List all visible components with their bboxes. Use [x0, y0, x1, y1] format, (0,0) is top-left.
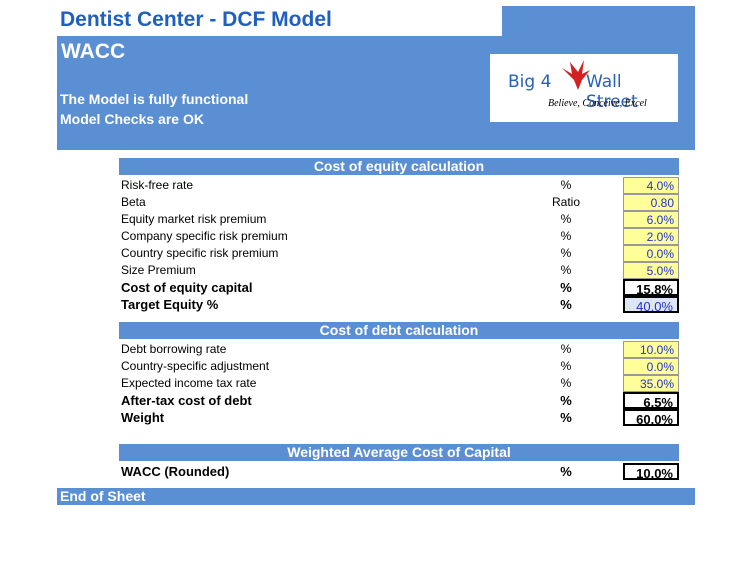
target-equity-input[interactable]: 40.0% — [623, 296, 679, 314]
row-label: WACC (Rounded) — [121, 464, 230, 479]
company-risk-premium-input[interactable]: 2.0% — [623, 228, 679, 245]
equity-market-risk-premium-input[interactable]: 6.0% — [623, 211, 679, 228]
debt-weight-value[interactable]: 60.0% — [623, 409, 679, 427]
after-tax-cost-of-debt-value[interactable]: 6.5% — [623, 392, 679, 410]
row-unit: % — [560, 359, 572, 373]
row-label: Risk-free rate — [121, 178, 194, 192]
logo-text-right: Wall Street — [586, 72, 638, 112]
row-label: Weight — [121, 410, 165, 425]
logo: Big 4 Wall Street Believe, Conceive, Exc… — [490, 54, 678, 122]
table-row: Country-specific adjustment % 0.0% — [121, 358, 681, 375]
logo-text-left: Big 4 — [508, 72, 552, 92]
table-row: Cost of equity capital % 15.8% — [121, 279, 681, 297]
row-label: Target Equity % — [121, 297, 219, 312]
logo-tagline: Believe, Conceive, Excel — [548, 98, 647, 109]
row-unit: % — [560, 229, 572, 243]
row-unit: % — [560, 376, 572, 390]
country-risk-premium-input[interactable]: 0.0% — [623, 245, 679, 262]
row-label: Beta — [121, 195, 146, 209]
row-label: Country-specific adjustment — [121, 359, 270, 373]
table-row: Weight % 60.0% — [121, 409, 681, 427]
table-row: Beta Ratio 0.80 — [121, 194, 681, 211]
row-unit: % — [560, 212, 572, 226]
row-unit: % — [560, 410, 572, 425]
page-title: Dentist Center - DCF Model — [60, 8, 332, 31]
row-label: Size Premium — [121, 263, 196, 277]
row-unit: Ratio — [551, 195, 580, 209]
table-row: Equity market risk premium % 6.0% — [121, 211, 681, 228]
row-unit: % — [560, 263, 572, 277]
table-row: After-tax cost of debt % 6.5% — [121, 392, 681, 410]
table-row: Company specific risk premium % 2.0% — [121, 228, 681, 245]
table-row: Debt borrowing rate % 10.0% — [121, 341, 681, 358]
end-of-sheet-label: End of Sheet — [60, 488, 146, 504]
wacc-value[interactable]: 10.0% — [623, 463, 679, 481]
row-unit: % — [560, 342, 572, 356]
status-checks: Model Checks are OK — [60, 111, 204, 127]
table-row: Country specific risk premium % 0.0% — [121, 245, 681, 262]
row-unit: % — [560, 178, 572, 192]
debt-borrowing-rate-input[interactable]: 10.0% — [623, 341, 679, 358]
row-label: Equity market risk premium — [121, 212, 267, 226]
row-unit: % — [560, 280, 572, 295]
row-label: Expected income tax rate — [121, 376, 257, 390]
table-row: Target Equity % % 40.0% — [121, 296, 681, 314]
size-premium-input[interactable]: 5.0% — [623, 262, 679, 279]
row-unit: % — [560, 464, 572, 479]
beta-input[interactable]: 0.80 — [623, 194, 679, 211]
eagle-icon — [562, 60, 590, 90]
table-row: Expected income tax rate % 35.0% — [121, 375, 681, 392]
row-label: Debt borrowing rate — [121, 342, 227, 356]
equity-header: Cost of equity calculation — [119, 158, 679, 175]
debt-header: Cost of debt calculation — [119, 322, 679, 339]
row-label: Country specific risk premium — [121, 246, 279, 260]
row-unit: % — [560, 393, 572, 408]
end-of-sheet-bar: End of Sheet — [57, 488, 695, 505]
wacc-header: Weighted Average Cost of Capital — [119, 444, 679, 461]
sheet-name: WACC — [61, 40, 126, 63]
title-bar-fill — [502, 6, 695, 36]
cost-of-equity-value[interactable]: 15.8% — [623, 279, 679, 297]
row-label: Company specific risk premium — [121, 229, 288, 243]
row-unit: % — [560, 297, 572, 312]
table-row: WACC (Rounded) % 10.0% — [121, 463, 681, 481]
row-label: Cost of equity capital — [121, 280, 253, 295]
country-adjustment-input[interactable]: 0.0% — [623, 358, 679, 375]
row-unit: % — [560, 246, 572, 260]
table-row: Size Premium % 5.0% — [121, 262, 681, 279]
status-functional: The Model is fully functional — [60, 91, 249, 107]
income-tax-rate-input[interactable]: 35.0% — [623, 375, 679, 392]
risk-free-rate-input[interactable]: 4.0% — [623, 177, 679, 194]
row-label: After-tax cost of debt — [121, 393, 252, 408]
table-row: Risk-free rate % 4.0% — [121, 177, 681, 194]
